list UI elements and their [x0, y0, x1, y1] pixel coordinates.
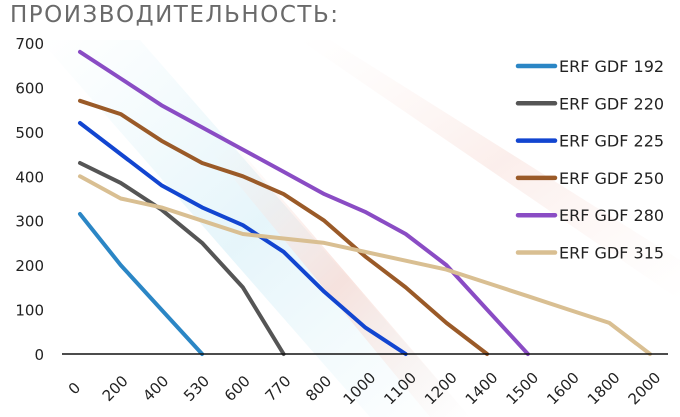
y-tick-label: 600 — [15, 79, 44, 97]
x-tick-label: 1600 — [543, 369, 583, 409]
y-tick-label: 200 — [15, 257, 44, 275]
x-tick-label: 200 — [99, 372, 132, 405]
series-line-erf-gdf-192 — [78, 212, 205, 356]
series-line-erf-gdf-315 — [78, 174, 652, 356]
x-tick-label: 0 — [65, 379, 84, 398]
legend-label: ERF GDF 280 — [559, 206, 664, 225]
x-tick-label: 1500 — [502, 369, 542, 409]
legend-label: ERF GDF 250 — [559, 169, 664, 188]
y-tick-label: 300 — [15, 213, 44, 231]
x-tick-label: 1800 — [584, 369, 624, 409]
y-tick-label: 0 — [34, 346, 44, 364]
series-line-erf-gdf-250 — [78, 98, 490, 356]
x-tick-label: 800 — [302, 372, 335, 405]
y-tick-label: 400 — [15, 168, 44, 186]
y-tick-label: 700 — [15, 35, 44, 53]
x-tick-label: 770 — [262, 372, 295, 405]
x-tick-label: 2000 — [625, 369, 665, 409]
series-line-erf-gdf-220 — [78, 161, 286, 356]
y-tick-label: 100 — [15, 302, 44, 320]
legend-label: ERF GDF 192 — [559, 57, 664, 76]
legend-label: ERF GDF 220 — [559, 94, 664, 113]
x-tick-label: 600 — [221, 372, 254, 405]
series-line-erf-gdf-225 — [78, 121, 408, 356]
x-tick-label: 1400 — [462, 369, 502, 409]
y-tick-label: 500 — [15, 124, 44, 142]
legend-label: ERF GDF 225 — [559, 132, 664, 151]
x-tick-label: 530 — [180, 372, 213, 405]
chart-title: ПРОИЗВОДИТЕЛЬНОСТЬ: — [10, 2, 340, 28]
legend-label: ERF GDF 315 — [559, 244, 664, 263]
x-tick-label: 400 — [139, 372, 172, 405]
